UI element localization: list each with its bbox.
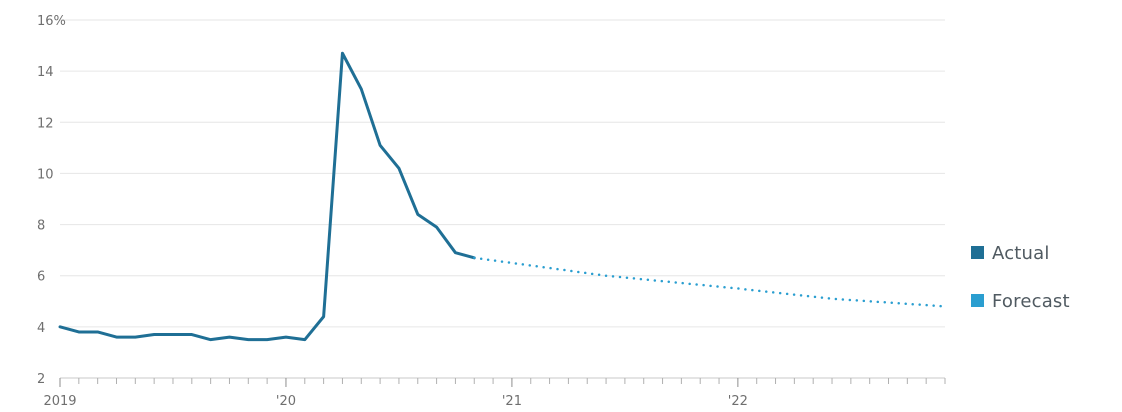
x-tick-label: '21 [502,394,522,409]
y-tick-label: 16% [37,14,66,29]
x-tick-label: 2019 [43,394,76,409]
y-tick-label: 2 [37,372,45,387]
y-tick-label: 6 [37,270,45,285]
y-tick-label: 10 [37,167,54,182]
x-tick-label: '22 [728,394,748,409]
forecast-legend-swatch [971,294,984,307]
x-tick-label: '20 [276,394,296,409]
y-tick-label: 12 [37,116,54,131]
y-tick-label: 8 [37,219,45,234]
forecast-series-line [473,256,947,308]
actual-legend-label: Actual [992,243,1050,264]
actual-legend-swatch [971,246,984,259]
actual-series-line [58,51,476,342]
y-tick-label: 14 [37,65,54,80]
y-tick-label: 4 [37,321,45,336]
forecast-legend-label: Forecast [992,291,1070,312]
